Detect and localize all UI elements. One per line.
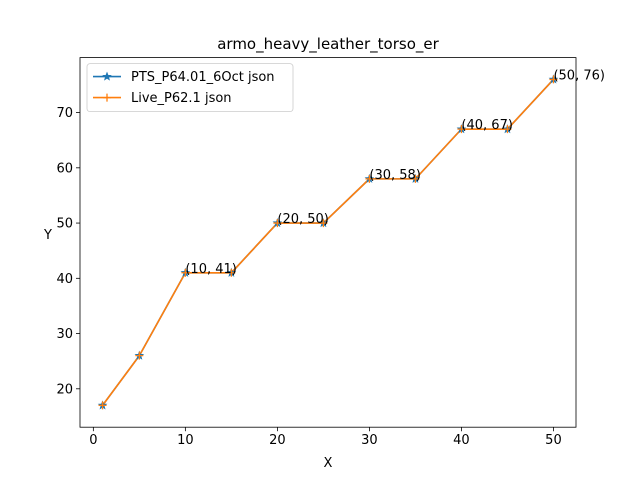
data-point-series-2: [227, 268, 236, 277]
y-tick-label: 70: [56, 106, 73, 121]
y-tick-label: 50: [56, 217, 73, 232]
data-point-series-2: [273, 219, 282, 228]
data-label: (50, 76): [553, 68, 605, 83]
data-point-series-2: [411, 174, 420, 183]
x-tick-label: 10: [177, 433, 194, 448]
data-point-series-2: [98, 401, 107, 410]
data-point-series-2: [365, 174, 374, 183]
chart-title: armo_heavy_leather_torso_er: [217, 35, 439, 54]
x-tick-label: 0: [89, 433, 97, 448]
x-tick-label: 20: [269, 433, 286, 448]
legend-label-2: Live_P62.1 json: [131, 91, 232, 106]
data-point-series-2: [549, 75, 558, 84]
y-tick-label: 30: [56, 327, 73, 342]
data-point-series-2: [503, 125, 512, 134]
x-tick-label: 40: [453, 433, 470, 448]
data-point-series-2: [319, 219, 328, 228]
legend-label-1: PTS_P64.01_6Oct json: [131, 70, 275, 85]
data-label: (30, 58): [369, 168, 421, 183]
data-label: (20, 50): [277, 212, 329, 227]
data-point-series-2: [457, 125, 466, 134]
x-axis-label: X: [324, 456, 333, 471]
data-point-series-2: [135, 351, 144, 360]
legend-marker-1: [102, 71, 112, 81]
y-tick-label: 20: [56, 382, 73, 397]
data-label: (10, 41): [185, 262, 237, 277]
x-tick-label: 50: [545, 433, 562, 448]
x-tick-label: 30: [361, 433, 378, 448]
legend: PTS_P64.01_6Oct json Live_P62.1 json: [86, 63, 294, 112]
data-label: (40, 67): [461, 118, 512, 133]
plot-area: 0 10 20 30 40 50 20 30 40 50 60 70 (10, 41) (20, 50) (…: [56, 57, 605, 448]
data-point-series-2: [181, 268, 190, 277]
legend-marker-2: [103, 93, 111, 102]
y-tick-label: 60: [56, 161, 73, 176]
axes-frame: [79, 57, 577, 428]
legend-box: [86, 63, 294, 112]
y-tick-label: 40: [56, 272, 73, 287]
y-axis-label: Y: [43, 228, 52, 243]
